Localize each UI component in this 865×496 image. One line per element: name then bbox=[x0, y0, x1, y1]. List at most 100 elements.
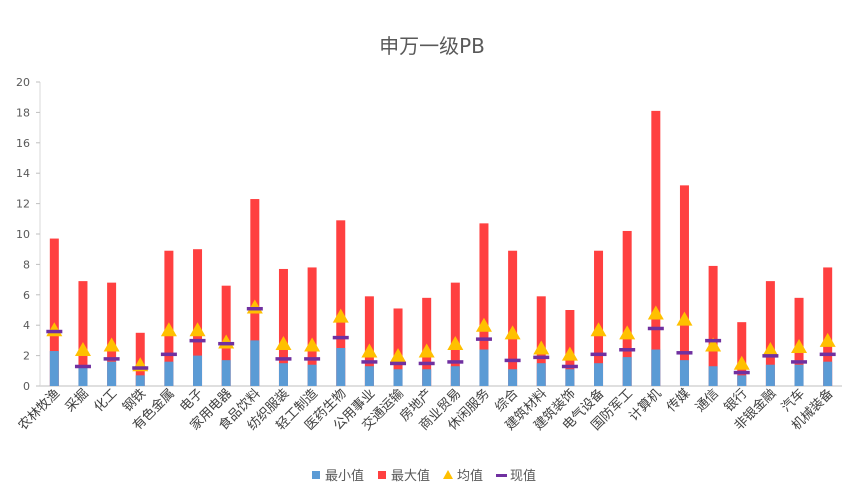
mean-marker bbox=[390, 348, 407, 363]
bar-min bbox=[708, 366, 718, 386]
x-tick-label: 农林牧渔 bbox=[16, 386, 63, 433]
x-tick-label: 传媒 bbox=[664, 386, 693, 415]
y-tick-label: 8 bbox=[23, 258, 30, 271]
current-marker bbox=[103, 357, 120, 361]
current-marker bbox=[590, 352, 607, 357]
mean-marker bbox=[74, 342, 91, 357]
bar-max bbox=[164, 250, 174, 386]
y-tick-label: 0 bbox=[23, 380, 30, 393]
bar-max bbox=[393, 308, 403, 386]
chart-title: 申万一级PB bbox=[379, 34, 485, 58]
bar-min bbox=[307, 364, 317, 386]
bar-max bbox=[508, 250, 518, 386]
legend-label: 最大值 bbox=[391, 468, 430, 484]
bar-max bbox=[336, 220, 346, 386]
y-tick-label: 16 bbox=[16, 137, 30, 150]
bar-max bbox=[250, 199, 260, 386]
bar-min bbox=[536, 363, 546, 386]
mean-marker bbox=[304, 337, 321, 352]
mean-marker bbox=[218, 334, 235, 349]
bar-min bbox=[393, 369, 403, 386]
current-marker bbox=[504, 358, 521, 363]
y-tick-label: 12 bbox=[16, 198, 30, 211]
bar-max bbox=[823, 267, 833, 386]
current-marker bbox=[418, 361, 435, 366]
y-tick-label: 10 bbox=[16, 228, 30, 241]
current-marker bbox=[619, 348, 636, 352]
bar-max bbox=[49, 238, 59, 386]
mean-marker bbox=[447, 335, 464, 350]
bar-min bbox=[364, 366, 374, 386]
current-marker bbox=[791, 360, 808, 364]
legend-label: 最小值 bbox=[325, 468, 364, 484]
y-tick-label: 14 bbox=[16, 167, 30, 180]
bar-max bbox=[193, 249, 203, 386]
current-marker bbox=[304, 357, 321, 361]
current-marker bbox=[475, 337, 492, 341]
current-marker bbox=[132, 366, 149, 370]
legend-swatch-bar bbox=[312, 471, 320, 479]
bar-max bbox=[622, 230, 632, 386]
mean-marker bbox=[533, 340, 550, 355]
bar-min bbox=[479, 349, 489, 386]
bar-max bbox=[422, 297, 432, 386]
mean-marker bbox=[361, 343, 378, 358]
current-marker bbox=[332, 335, 349, 340]
legend-swatch-dash bbox=[496, 474, 507, 477]
current-marker bbox=[361, 360, 378, 364]
bar-max bbox=[651, 110, 661, 386]
mean-marker bbox=[791, 339, 808, 353]
bar-min bbox=[336, 348, 346, 386]
bar-max bbox=[679, 185, 689, 386]
bar-min bbox=[78, 367, 88, 386]
bar-min bbox=[737, 375, 747, 386]
mean-marker bbox=[676, 311, 693, 326]
bar-min bbox=[164, 361, 174, 386]
mean-marker bbox=[275, 335, 292, 350]
bar-max bbox=[364, 296, 374, 386]
current-marker bbox=[647, 326, 664, 331]
legend-swatch-triangle bbox=[443, 470, 453, 479]
mean-marker bbox=[504, 325, 521, 340]
mean-marker bbox=[475, 317, 492, 332]
bar-min bbox=[221, 360, 231, 386]
x-tick-label: 采掘 bbox=[63, 386, 92, 415]
y-tick-label: 18 bbox=[16, 106, 30, 119]
mean-marker bbox=[332, 308, 349, 323]
y-tick-label: 20 bbox=[16, 76, 30, 89]
mean-marker bbox=[189, 322, 206, 337]
bar-max bbox=[107, 282, 117, 386]
bar-max bbox=[78, 281, 88, 386]
current-marker bbox=[218, 341, 235, 346]
bar-max bbox=[765, 281, 775, 386]
legend-label: 均值 bbox=[457, 468, 483, 484]
bar-min bbox=[594, 363, 604, 386]
bar-max bbox=[708, 265, 718, 386]
bar-min bbox=[49, 351, 59, 386]
bar-max bbox=[479, 223, 489, 386]
marker-layer bbox=[46, 299, 836, 375]
mean-marker bbox=[418, 343, 435, 358]
bar-min bbox=[278, 363, 288, 386]
current-marker bbox=[160, 352, 177, 357]
y-tick-label: 6 bbox=[23, 289, 30, 302]
bar-min bbox=[794, 364, 804, 386]
current-marker bbox=[561, 364, 578, 369]
bar-min bbox=[450, 366, 460, 386]
current-marker bbox=[189, 338, 206, 343]
current-marker bbox=[447, 360, 464, 364]
current-marker bbox=[676, 351, 693, 355]
legend-swatch-bar bbox=[378, 471, 386, 479]
legend: 最小值 最大值 均值 现值 bbox=[312, 468, 536, 484]
current-marker bbox=[46, 329, 63, 334]
y-tick-label: 2 bbox=[23, 350, 30, 363]
mean-marker bbox=[819, 332, 836, 347]
mean-marker bbox=[160, 322, 177, 337]
x-tick-label: 化工 bbox=[91, 386, 120, 415]
bar-min bbox=[622, 357, 632, 386]
current-marker bbox=[733, 370, 750, 375]
mean-marker bbox=[46, 322, 63, 337]
mean-marker bbox=[733, 355, 750, 370]
bar-min bbox=[765, 364, 775, 386]
